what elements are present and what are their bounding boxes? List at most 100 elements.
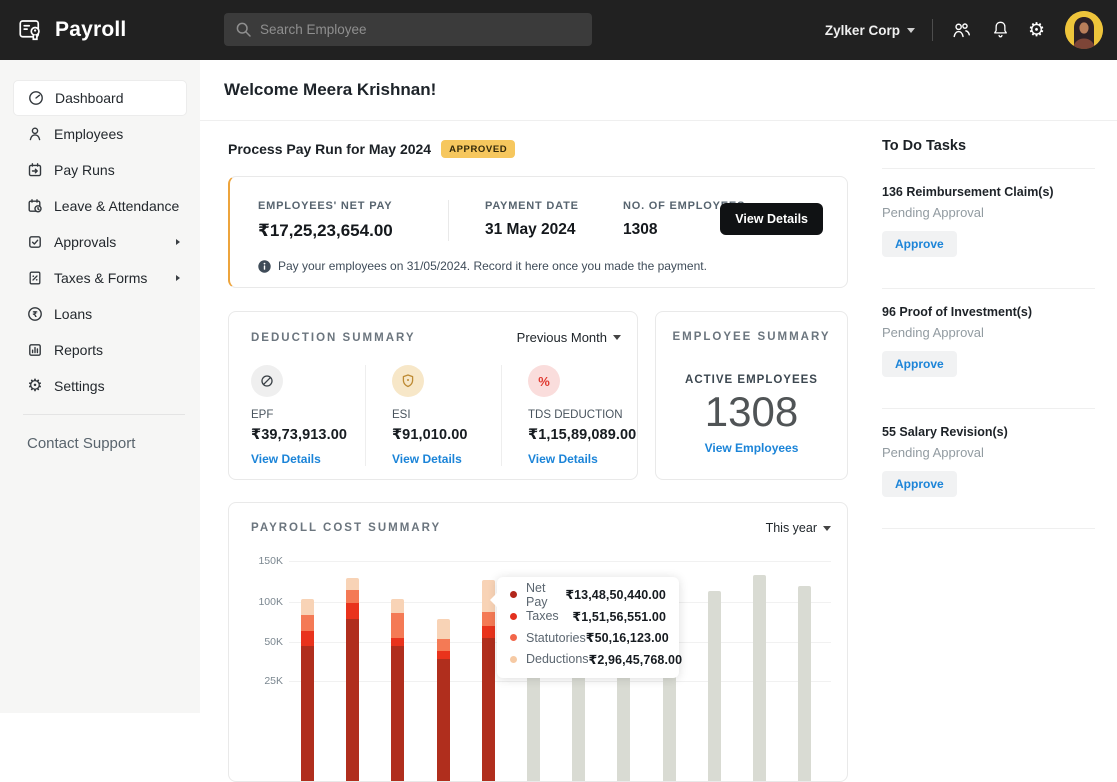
pay-runs-icon [28,163,42,177]
employees-icon [29,127,41,141]
todo-task-salary-revision: 55 Salary Revision(s) Pending Approval A… [882,409,1095,514]
info-icon [258,259,271,273]
bar-segment-net-pay [481,637,495,781]
tooltip-label: Deductions [526,652,589,667]
legend-dot-icon [510,655,517,663]
avatar[interactable] [1065,11,1103,49]
legend-dot-icon [510,612,517,620]
sidebar-item-label: Leave & Attendance [54,198,180,214]
payroll-logo-icon [18,17,45,43]
app-name: Payroll [55,18,127,41]
deduction-esi: ESI ₹91,010.00 View Details [364,365,501,466]
sidebar-item-reports[interactable]: Reports [0,332,200,368]
approve-button[interactable]: Approve [882,231,957,257]
y-axis-tick: 25K [264,675,283,687]
tooltip-value: ₹2,96,45,768.00 [588,652,683,667]
view-details-link[interactable]: View Details [251,452,321,466]
chart-bar[interactable] [346,578,360,781]
tooltip-row: Statutories ₹50,16,123.00 [497,627,679,649]
bar-segment-taxes [346,602,360,619]
org-selector[interactable]: Zylker Corp [825,23,915,38]
bar-segment-statutories [436,638,450,652]
payrun-note: Pay your employees on 31/05/2024. Record… [278,259,707,273]
epf-circle-slash-icon [251,365,283,397]
chevron-right-icon [176,275,180,281]
sidebar-item-dashboard[interactable]: Dashboard [13,80,187,116]
tooltip-label: Net Pay [526,580,548,609]
esi-shield-icon [391,365,424,397]
deduction-summary-title: DEDUCTION SUMMARY [251,331,416,344]
bar-segment-taxes [481,625,495,638]
main-content: Welcome Meera Krishnan! Process Pay Run … [200,60,1117,782]
bar-segment-deductions [436,618,450,639]
chart-bar[interactable] [481,580,495,781]
gear-icon[interactable]: ⚙ [1027,19,1045,41]
todo-task-investment: 96 Proof of Investment(s) Pending Approv… [882,289,1095,394]
app-logo[interactable]: Payroll [18,0,126,60]
legend-dot-icon [510,634,517,642]
period-selector[interactable]: Previous Month [517,330,621,345]
chart-bar[interactable] [798,585,812,781]
bar-segment-net-pay [346,618,360,781]
sidebar-item-settings[interactable]: ⚙ Settings [0,368,200,404]
sidebar-item-taxes-forms[interactable]: Taxes & Forms [0,260,200,296]
chart-bar[interactable] [391,599,405,781]
leave-attendance-icon [28,199,42,213]
bell-icon[interactable] [990,19,1011,41]
settings-icon: ⚙ [27,376,43,395]
active-employees-count: 1308 [704,388,799,435]
bar-segment-deductions [346,578,360,591]
sidebar-item-leave-attendance[interactable]: Leave & Attendance [0,188,200,224]
tds-percent-icon: % [528,365,560,397]
sidebar-item-employees[interactable]: Employees [0,116,200,152]
bar-segment-statutories [481,612,495,626]
bar-segment-statutories [391,613,405,638]
status-badge: APPROVED [441,140,516,158]
chart-bar[interactable] [707,591,721,781]
view-details-link[interactable]: View Details [391,452,462,466]
y-axis-tick: 100K [258,596,283,608]
payrun-title: Process Pay Run for May 2024 [228,141,432,157]
bar-segment-deductions [301,599,314,616]
y-axis-tick: 50K [264,636,283,648]
bar-segment-taxes [301,631,314,647]
divider [882,288,1095,289]
bar-segment-net-pay [301,646,314,781]
year-selector[interactable]: This year [766,521,831,535]
sidebar-item-loans[interactable]: ₹ Loans [0,296,200,332]
active-employees-label: ACTIVE EMPLOYEES [685,374,818,386]
tooltip-value: ₹1,51,56,551.00 [572,609,666,624]
sidebar-item-approvals[interactable]: Approvals [0,224,200,260]
taxes-forms-icon [29,271,41,285]
sidebar-item-pay-runs[interactable]: Pay Runs [0,152,200,188]
search-input[interactable] [224,13,592,46]
chart-bar[interactable] [436,618,450,781]
approve-button[interactable]: Approve [882,471,957,497]
divider [882,408,1095,409]
view-employees-link[interactable]: View Employees [704,441,799,455]
stat-employee-count: NO. OF EMPLOYEES 1308 [623,200,746,238]
payrun-card: EMPLOYEES' NET PAY ₹17,25,23,654.00 PAYM… [228,176,848,288]
bar-segment-statutories [346,590,360,603]
stat-payment-date: PAYMENT DATE 31 May 2024 [448,200,623,241]
divider [882,528,1095,529]
view-details-link[interactable]: View Details [528,452,598,466]
chart-tooltip: Net Pay ₹13,48,50,440.00 Taxes ₹1,51,56,551… [490,577,682,678]
tooltip-row: Net Pay ₹13,48,50,440.00 [497,580,679,609]
sidebar-item-label: Employees [54,126,124,142]
bar-segment-taxes [391,637,405,646]
dashboard-icon [29,91,43,105]
deduction-summary-card: DEDUCTION SUMMARY Previous Month EPF ₹39… [228,311,638,480]
view-details-button[interactable]: View Details [720,203,823,235]
bar-segment-deductions [391,599,405,614]
chart-bar[interactable] [301,599,314,781]
tooltip-value: ₹13,48,50,440.00 [565,588,666,603]
approve-button[interactable]: Approve [882,351,957,377]
contact-support-link[interactable]: Contact Support [27,435,136,452]
bar-segment-net-pay [391,645,405,781]
tooltip-row: Deductions ₹2,96,45,768.00 [497,649,682,671]
deduction-epf: EPF ₹39,73,913.00 View Details [229,365,365,466]
tooltip-label: Taxes [526,609,559,624]
users-icon[interactable] [950,19,973,42]
chart-bar[interactable] [753,575,766,781]
